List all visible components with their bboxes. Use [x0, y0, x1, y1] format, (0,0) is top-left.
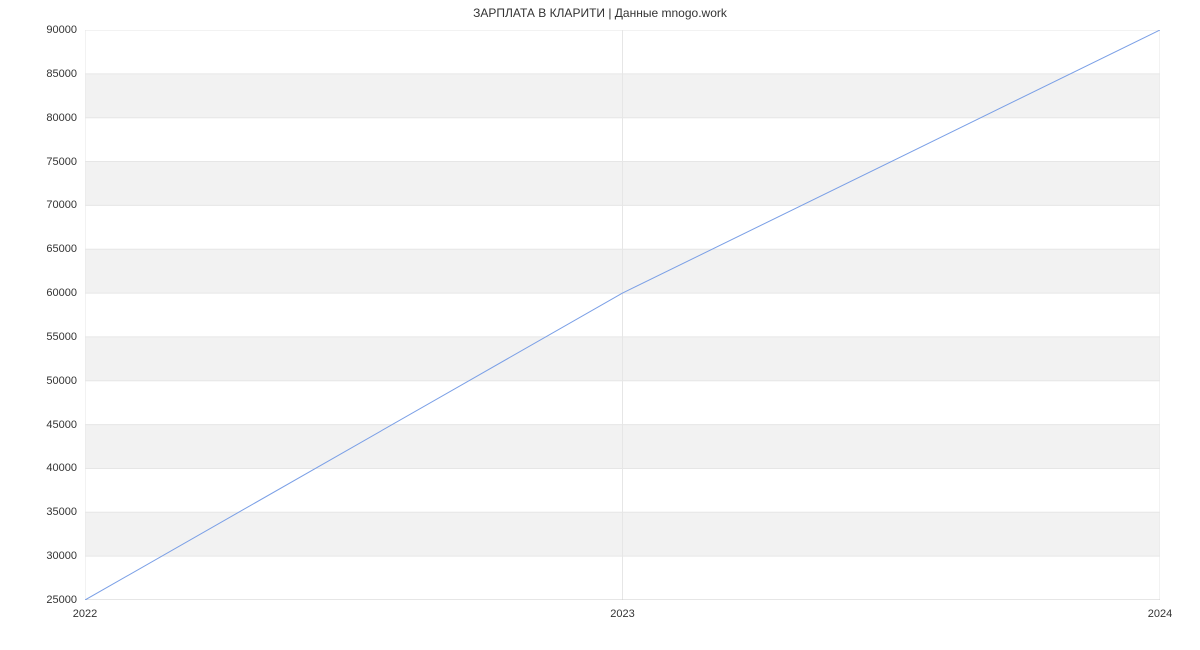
y-tick-label: 90000: [46, 24, 77, 36]
y-tick-label: 80000: [46, 112, 77, 124]
y-tick-label: 25000: [46, 594, 77, 606]
y-tick-label: 30000: [46, 550, 77, 562]
salary-chart: ЗАРПЛАТА В КЛАРИТИ | Данные mnogo.work 2…: [0, 0, 1200, 650]
y-tick-label: 85000: [46, 68, 77, 80]
y-tick-label: 50000: [46, 375, 77, 387]
y-tick-label: 35000: [46, 506, 77, 518]
y-tick-label: 70000: [46, 199, 77, 211]
plot-area: 2500030000350004000045000500005500060000…: [85, 30, 1160, 600]
x-tick-label: 2023: [610, 608, 634, 620]
chart-title: ЗАРПЛАТА В КЛАРИТИ | Данные mnogo.work: [0, 6, 1200, 20]
x-tick-label: 2024: [1148, 608, 1172, 620]
y-tick-label: 60000: [46, 287, 77, 299]
y-tick-label: 45000: [46, 419, 77, 431]
y-tick-label: 40000: [46, 462, 77, 474]
x-tick-label: 2022: [73, 608, 97, 620]
y-tick-label: 75000: [46, 156, 77, 168]
y-tick-label: 65000: [46, 243, 77, 255]
y-tick-label: 55000: [46, 331, 77, 343]
